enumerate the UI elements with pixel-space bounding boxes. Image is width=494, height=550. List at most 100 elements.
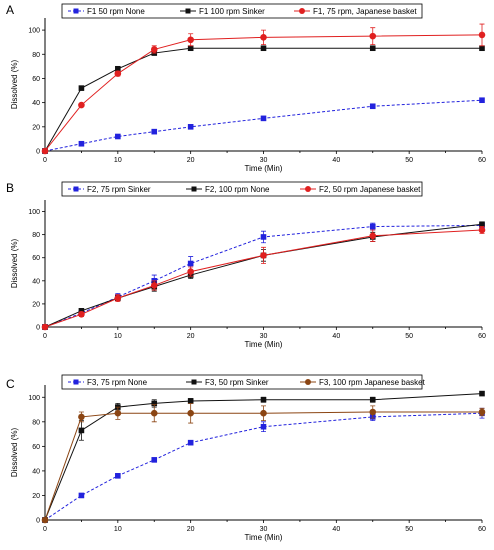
y-tick-label: 0 (36, 149, 40, 156)
data-point (150, 409, 158, 417)
data-point (369, 396, 376, 403)
y-tick-label: 60 (32, 444, 40, 451)
series-line (44, 223, 483, 328)
series-1 (42, 407, 485, 523)
y-axis-label: Dissolved (%) (10, 238, 19, 288)
data-point (187, 260, 194, 267)
data-point (260, 45, 267, 52)
data-point (114, 294, 122, 302)
legend-box (61, 3, 423, 19)
data-point (260, 252, 267, 259)
legend-entry: F2, 100 rpm None (205, 185, 270, 194)
x-tick-label: 50 (405, 333, 413, 340)
legend: F2, 75 rpm Sinker F2, 100 rpm None F2, 50 … (61, 181, 423, 197)
data-point (41, 147, 49, 155)
data-point (41, 323, 49, 331)
data-point (187, 398, 194, 404)
series-1 (42, 222, 485, 330)
data-point (260, 115, 267, 122)
x-tick-label: 40 (332, 526, 340, 533)
legend-entry: F1, 75 rpm, Japanese basket (313, 7, 417, 16)
panel-label: C (6, 377, 15, 391)
data-point (187, 36, 194, 44)
x-tick-label: 10 (114, 526, 122, 533)
data-point (369, 45, 376, 52)
axes (44, 385, 482, 521)
y-tick-label: 100 (28, 395, 40, 402)
x-tick-label: 20 (187, 333, 195, 340)
panel-c: C 0 10 20 30 40 50 60 0 20 40 60 80 100 Time (Min) Diss… (6, 374, 486, 542)
y-tick-label: 80 (32, 419, 40, 426)
legend-marker (299, 8, 305, 14)
y-tick-label: 100 (28, 209, 40, 216)
x-tick-label: 20 (187, 157, 195, 164)
x-tick-label: 50 (405, 526, 413, 533)
legend-entry: F3, 50 rpm Sinker (205, 378, 269, 387)
legend-entry: F1 50 rpm None (87, 7, 145, 16)
x-tick-label: 30 (260, 526, 268, 533)
data-point (187, 409, 194, 417)
series-2 (42, 45, 485, 154)
data-point (150, 282, 158, 289)
series-line (44, 99, 483, 152)
y-tick-label: 100 (28, 28, 40, 35)
data-point (260, 423, 267, 430)
data-point (369, 32, 377, 40)
y-tick-label: 60 (32, 76, 40, 83)
legend-marker (185, 8, 191, 14)
legend-entry: F3, 100 rpm Japanese basket (319, 378, 426, 387)
x-tick-label: 0 (43, 526, 47, 533)
x-tick-label: 20 (187, 526, 195, 533)
x-axis-label: Time (Min) (245, 164, 283, 173)
y-tick-label: 80 (32, 52, 40, 59)
data-point (78, 101, 85, 109)
series-line (44, 47, 482, 152)
data-point (78, 140, 85, 147)
panel-b: B 0 10 20 30 40 50 60 0 20 40 60 80 100 Time (Min) Diss… (6, 181, 486, 349)
data-point (187, 439, 194, 446)
y-tick-label: 40 (32, 100, 40, 107)
legend-entry: F2, 50 rpm Japanese basket (319, 185, 421, 194)
data-point (78, 427, 85, 434)
data-point (479, 45, 485, 52)
x-tick-label: 40 (332, 157, 340, 164)
data-point (260, 34, 267, 41)
legend-marker (191, 186, 197, 192)
y-axis-label: Dissolved (%) (10, 427, 19, 477)
x-tick-label: 0 (43, 333, 47, 340)
legend-marker (73, 186, 79, 192)
panel-label: B (6, 181, 14, 195)
y-tick-label: 0 (36, 518, 40, 525)
data-point (187, 268, 194, 275)
data-point (369, 408, 377, 416)
series-line (44, 34, 483, 152)
data-point (78, 311, 85, 318)
y-tick-label: 60 (32, 255, 40, 262)
legend-entry: F3, 75 rpm None (87, 378, 148, 387)
legend-marker (305, 186, 311, 192)
data-point (479, 221, 485, 228)
data-point (115, 473, 121, 479)
data-point (479, 390, 485, 397)
data-point (369, 232, 377, 240)
legend: F3, 75 rpm None F3, 50 rpm Sinker F3, 100 … (61, 374, 426, 390)
x-axis-label: Time (Min) (245, 533, 283, 542)
y-tick-label: 0 (36, 325, 40, 332)
x-tick-label: 40 (332, 333, 340, 340)
series-line (44, 229, 483, 328)
data-point (115, 133, 121, 140)
data-point (478, 408, 486, 416)
data-point (115, 65, 121, 72)
legend-marker (305, 379, 311, 385)
series-line (44, 411, 482, 521)
y-axis-label: Dissolved (%) (10, 59, 19, 109)
data-point (260, 234, 267, 240)
data-point (151, 128, 158, 135)
data-point (114, 70, 122, 77)
x-tick-label: 0 (43, 157, 47, 164)
x-axis-label: Time (Min) (245, 340, 283, 349)
series-1 (42, 97, 485, 154)
series-3 (41, 403, 486, 524)
series-line (44, 393, 483, 521)
